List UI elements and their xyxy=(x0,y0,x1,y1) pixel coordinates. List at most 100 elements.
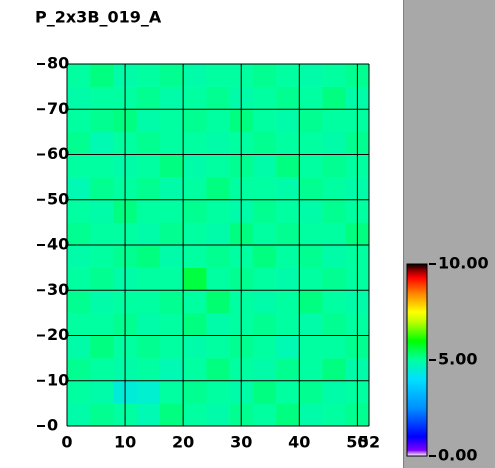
heat-cell xyxy=(276,358,300,382)
heat-cell xyxy=(159,290,184,314)
heat-cell xyxy=(299,267,323,291)
heat-cell xyxy=(136,154,161,178)
heat-cell xyxy=(206,267,230,291)
heat-cell xyxy=(159,335,184,359)
heat-cell xyxy=(159,245,184,268)
heat-cell xyxy=(136,290,161,314)
heat-cell xyxy=(322,199,347,223)
heat-cell xyxy=(276,154,300,178)
heat-cell xyxy=(299,312,323,336)
heat-cell xyxy=(183,86,207,110)
heat-cell xyxy=(136,199,161,223)
heat-cell xyxy=(252,267,277,291)
heat-cell xyxy=(136,245,161,268)
heat-cell xyxy=(299,222,323,246)
heat-cell xyxy=(90,222,114,246)
heat-cell xyxy=(159,380,184,404)
y-tick-label: 30 xyxy=(47,280,69,299)
heat-cell xyxy=(159,403,184,427)
x-tick-label: 20 xyxy=(172,433,194,452)
heat-cell xyxy=(322,267,347,291)
heat-cell xyxy=(136,403,161,427)
heat-cell xyxy=(252,335,277,359)
heat-cell xyxy=(299,86,323,110)
heat-cell xyxy=(276,131,300,155)
colorbar-tick-label: 5.00 xyxy=(438,350,477,369)
heat-cell xyxy=(183,335,207,359)
heat-cell xyxy=(90,267,114,291)
heat-cell xyxy=(67,403,91,427)
heat-cell xyxy=(136,380,161,404)
heat-cell xyxy=(252,222,277,246)
y-tick-label: 20 xyxy=(47,325,69,344)
heat-cell xyxy=(299,245,323,268)
heat-cell xyxy=(183,267,207,291)
heat-cell xyxy=(67,290,91,314)
heat-cell xyxy=(67,312,91,336)
heat-cell xyxy=(322,131,347,155)
heat-cell xyxy=(299,131,323,155)
heat-cell xyxy=(252,109,277,133)
heat-cell xyxy=(252,290,277,314)
heat-cell xyxy=(90,312,114,336)
heat-cell xyxy=(136,267,161,291)
heat-cell xyxy=(183,290,207,314)
heat-cell xyxy=(136,177,161,201)
heat-cell xyxy=(276,290,300,314)
x-tick-label: 50 xyxy=(346,433,368,452)
heat-cell xyxy=(299,154,323,178)
heat-cell xyxy=(90,335,114,359)
heat-cell xyxy=(276,109,300,133)
heat-cell xyxy=(183,109,207,133)
heat-cell xyxy=(252,199,277,223)
heat-cell xyxy=(90,358,114,382)
heat-cell xyxy=(67,335,91,359)
heat-cell xyxy=(252,358,277,382)
heat-cell xyxy=(90,64,114,87)
heat-cell xyxy=(67,199,91,223)
heat-cell xyxy=(183,131,207,155)
heat-cell xyxy=(299,109,323,133)
heat-cell xyxy=(183,199,207,223)
heat-cell xyxy=(276,380,300,404)
heat-cell xyxy=(159,109,184,133)
y-tick-label: 0 xyxy=(47,416,58,435)
heat-cell xyxy=(183,177,207,201)
heat-cell xyxy=(90,86,114,110)
heat-cell xyxy=(276,177,300,201)
heat-cell xyxy=(90,245,114,268)
heat-cell xyxy=(136,222,161,246)
heat-cell xyxy=(183,312,207,336)
heat-cell xyxy=(322,380,347,404)
heat-cell xyxy=(90,380,114,404)
heat-cell xyxy=(322,109,347,133)
y-tick-label: 70 xyxy=(47,99,69,118)
heat-cell xyxy=(183,64,207,87)
heat-cell xyxy=(322,64,347,87)
heat-cell xyxy=(67,245,91,268)
heat-cell xyxy=(159,312,184,336)
heat-cell xyxy=(67,86,91,110)
heat-cell xyxy=(67,267,91,291)
x-tick-label: 52 xyxy=(358,433,380,452)
heat-cell xyxy=(90,290,114,314)
heat-cell xyxy=(183,154,207,178)
heat-cell xyxy=(276,245,300,268)
heat-cell xyxy=(183,380,207,404)
heat-cell xyxy=(183,245,207,268)
heat-cell xyxy=(136,109,161,133)
heat-cell xyxy=(206,131,230,155)
heat-cell xyxy=(206,64,230,87)
heat-cell xyxy=(206,199,230,223)
heat-cell xyxy=(67,131,91,155)
heat-cell xyxy=(67,109,91,133)
heat-cell xyxy=(136,131,161,155)
heat-cell xyxy=(322,86,347,110)
heat-cell xyxy=(206,86,230,110)
x-tick-label: 40 xyxy=(288,433,310,452)
chart-title: P_2x3B_019_A xyxy=(35,8,162,27)
heat-cell xyxy=(90,154,114,178)
heat-cell xyxy=(322,312,347,336)
y-tick-label: 60 xyxy=(47,144,69,163)
